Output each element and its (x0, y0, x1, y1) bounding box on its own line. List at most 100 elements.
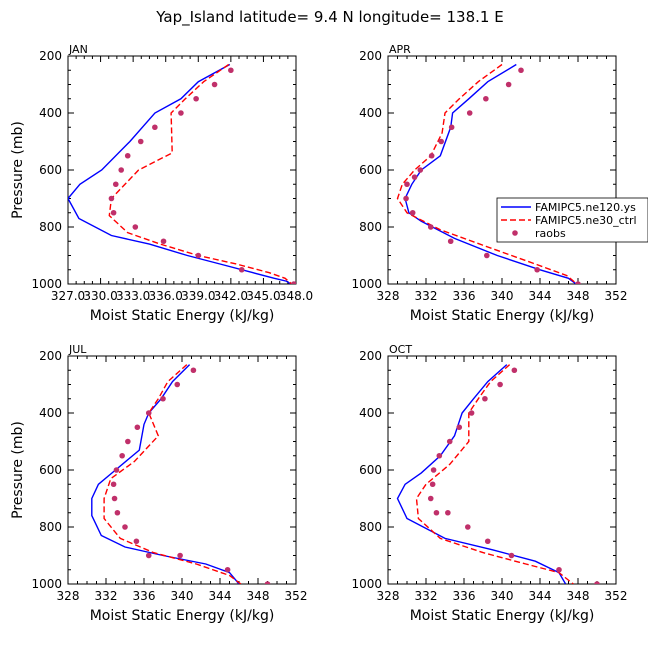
x-tick-label: 352 (285, 589, 308, 603)
raobs-point (152, 124, 158, 131)
legend-label: raobs (535, 227, 566, 240)
raobs-point (108, 195, 115, 202)
raobs-point (427, 224, 434, 230)
raobs-point (438, 138, 445, 145)
x-tick-label: 332 (415, 589, 438, 603)
raobs-point (177, 552, 183, 559)
plot-frame (387, 355, 617, 585)
x-tick-label: 348 (567, 589, 590, 603)
x-tick-label: 344 (209, 589, 232, 603)
raobs-point (291, 281, 296, 284)
ne120-ys-line (404, 63, 577, 284)
raobs-point (224, 566, 231, 573)
raobs-point (433, 509, 440, 516)
raobs-point (427, 495, 434, 502)
raobs-point (124, 152, 131, 159)
raobs-point (190, 367, 197, 374)
x-tick-label: 328 (57, 589, 80, 603)
x-tick-label: 327.0 (51, 289, 85, 303)
raobs-point (125, 438, 131, 445)
raobs-point (160, 238, 167, 245)
x-tick-label: 348 (567, 289, 590, 303)
ne120-ys-line (91, 364, 240, 584)
x-tick-label: 336 (133, 589, 156, 603)
panel-apr: APR 328 332 336 340 344 348 352 200 400 600 800 1000… (351, 43, 627, 324)
y-tick-label: 200 (39, 349, 62, 363)
ne120-ys-line (396, 364, 567, 584)
y-tick-label: 400 (39, 106, 62, 120)
y-tick-label: 600 (39, 463, 62, 477)
ne30-ctrl-line (103, 364, 242, 584)
raobs-point (483, 95, 489, 102)
raobs-point (174, 381, 181, 388)
raobs-point (211, 81, 218, 88)
raobs-point (508, 552, 515, 559)
raobs-point (145, 410, 152, 416)
x-tick-label: 336.0 (149, 289, 183, 303)
panel-label: JUL (68, 343, 87, 356)
raobs-point (436, 452, 443, 459)
raobs-point (468, 410, 475, 416)
raobs-point (160, 395, 166, 402)
raobs-point (178, 110, 184, 116)
raobs-point (404, 181, 410, 188)
y-axis-label: Pressure (mb) (10, 421, 26, 519)
y-tick-label: 1000 (31, 577, 62, 591)
y-tick-label: 400 (39, 406, 62, 420)
raobs-point (448, 124, 455, 131)
raobs-point (137, 138, 144, 145)
x-tick-label: 328 (377, 589, 400, 603)
x-tick-label: 330.0 (83, 289, 117, 303)
raobs-point (446, 438, 453, 445)
raobs-point (114, 509, 121, 516)
panel-jan: JAN 327.0330.0333.0336.0339.0342.0345.034… (10, 43, 313, 324)
panel-oct: OCT 328 332 336 340 344 348 352 200 400 600 800 1000… (351, 343, 627, 624)
raobs-point (133, 538, 140, 545)
x-tick-label: 332 (95, 589, 118, 603)
x-tick-label: 345.0 (246, 289, 280, 303)
raobs-point (429, 481, 436, 488)
panel-label: OCT (389, 343, 412, 356)
series-group (91, 364, 271, 584)
y-tick-label: 1000 (31, 277, 62, 291)
y-tick-label: 1000 (351, 277, 382, 291)
raobs-point (403, 195, 409, 202)
y-tick-label: 800 (359, 220, 382, 234)
y-tick-label: 200 (39, 49, 62, 63)
raobs-point (112, 181, 119, 188)
y-tick-label: 400 (359, 106, 382, 120)
raobs-point (556, 566, 562, 573)
raobs-point (111, 495, 118, 502)
figure-title: Yap_Island latitude= 9.4 N longitude= 13… (155, 8, 503, 27)
y-tick-label: 600 (359, 163, 382, 177)
y-tick-label: 1000 (351, 577, 382, 591)
raobs-point (113, 467, 120, 473)
x-tick-label: 333.0 (116, 289, 150, 303)
raobs-point (110, 481, 117, 488)
y-tick-label: 600 (359, 463, 382, 477)
x-tick-label: 340 (171, 589, 194, 603)
x-tick-label: 340 (491, 589, 514, 603)
x-tick-label: 340 (491, 289, 514, 303)
raobs-point (428, 152, 435, 159)
raobs-point (228, 67, 234, 74)
y-tick-label: 800 (39, 520, 62, 534)
y-tick-label: 800 (359, 520, 382, 534)
ne30-ctrl-line (415, 364, 574, 584)
raobs-point (482, 395, 488, 402)
legend-label: FAMIPC5.ne30_ctrl (535, 214, 637, 227)
raobs-point (110, 209, 117, 216)
x-tick-label: 348 (247, 589, 270, 603)
y-tick-label: 200 (359, 349, 382, 363)
x-tick-label: 342.0 (214, 289, 248, 303)
raobs-point (145, 552, 152, 559)
x-tick-label: 332 (415, 289, 438, 303)
x-tick-label: 336 (453, 589, 476, 603)
y-tick-label: 800 (39, 220, 62, 234)
panel-jul: JUL 328 332 336 340 344 348 352 200 400 600 800 1000… (10, 343, 307, 624)
x-axis-label: Moist Static Energy (kJ/kg) (90, 608, 275, 624)
raobs-point (505, 81, 512, 88)
x-tick-label: 328 (377, 289, 400, 303)
